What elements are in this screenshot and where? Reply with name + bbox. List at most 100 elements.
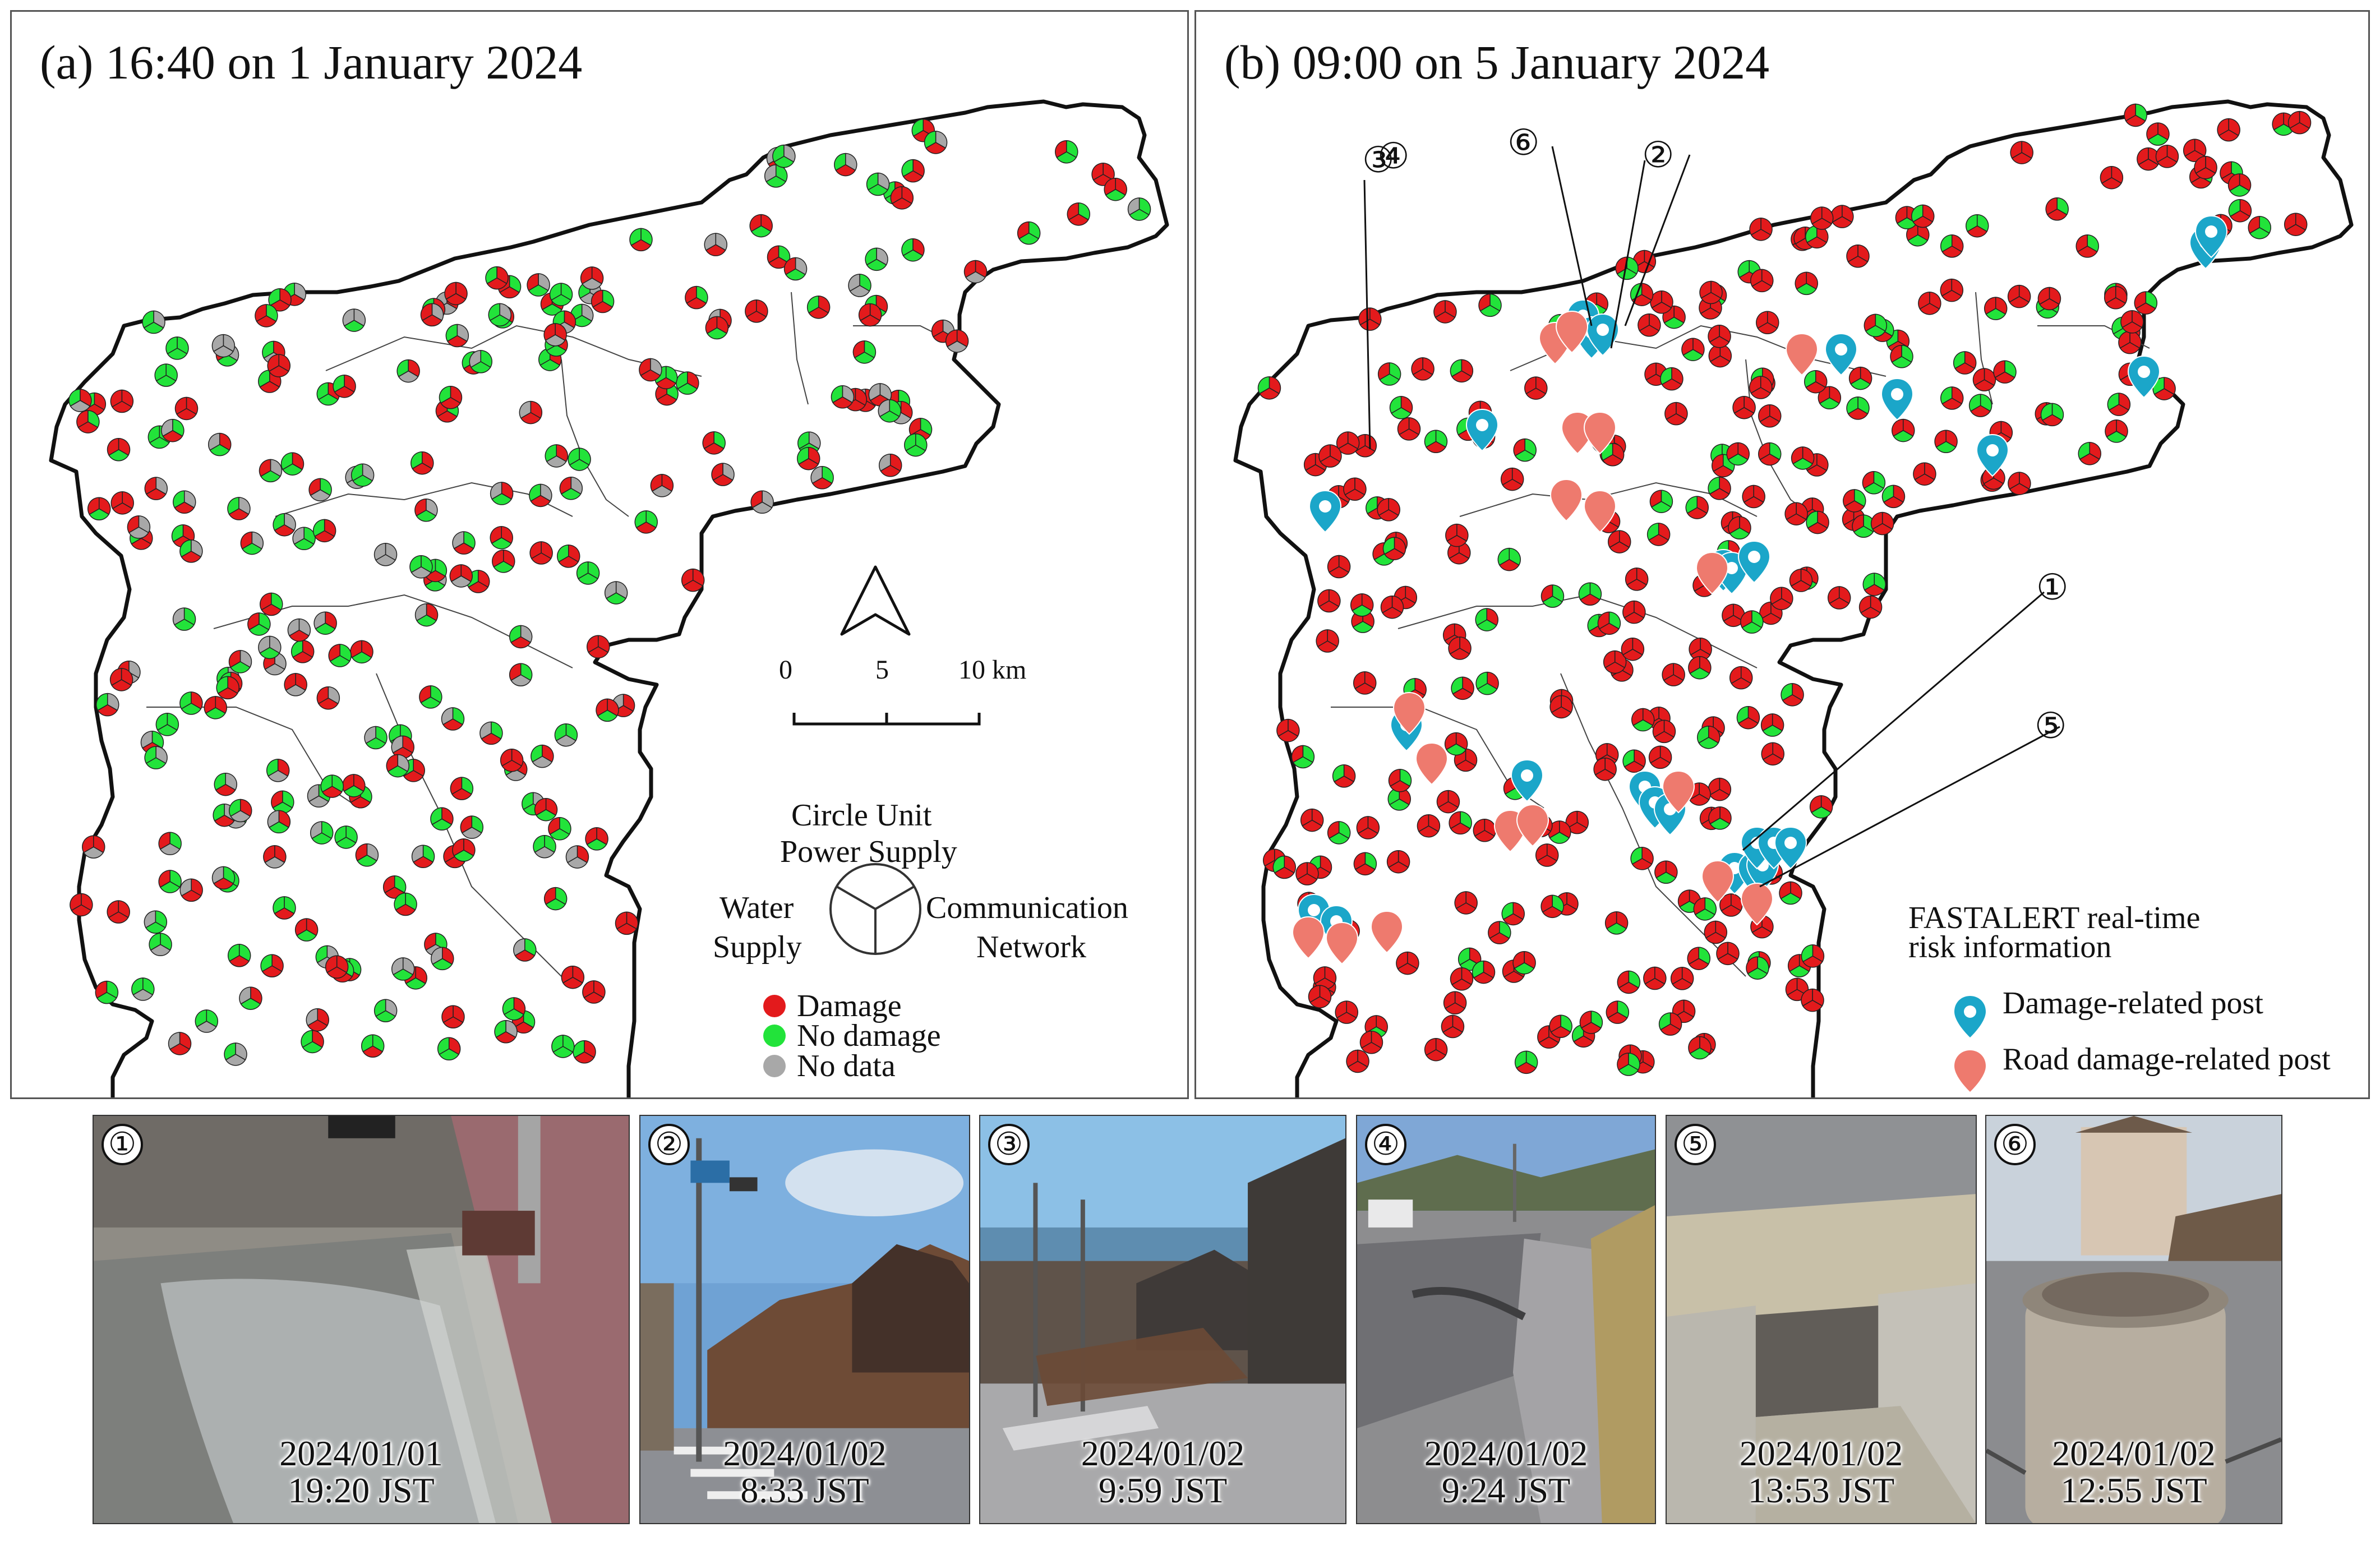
marker-sector [258, 635, 270, 654]
circle-unit-marker [1351, 610, 1375, 633]
marker-sector [1604, 911, 1617, 929]
circle-unit-marker [273, 896, 296, 920]
circle-unit-marker [604, 581, 628, 605]
photo-5-number: ⑤ [1675, 1124, 1716, 1165]
marker-sector [1329, 566, 1349, 579]
circle-unit-left-label-2: Supply [713, 930, 802, 965]
marker-sector [261, 965, 283, 978]
marker-sector [174, 396, 187, 415]
circle-unit-marker [570, 303, 594, 327]
road-damage-post-pin [1516, 804, 1549, 847]
circle-unit-marker [452, 838, 476, 862]
marker-sector [1709, 488, 1730, 500]
marker-sector [1726, 442, 1738, 460]
marker-sector [2010, 141, 2022, 159]
marker-sector [2155, 145, 2168, 163]
circle-unit-marker [1646, 523, 1671, 546]
marker-sector [437, 1037, 450, 1055]
marker-sector [2153, 388, 2175, 400]
circle-unit-marker [1761, 742, 1784, 766]
circle-unit-marker [509, 663, 533, 687]
marker-sector [149, 933, 161, 951]
marker-sector [2220, 161, 2232, 179]
circle-unit-marker [834, 153, 857, 177]
marker-sector [530, 495, 551, 507]
circle-unit-marker [1549, 695, 1573, 719]
circle-unit-marker [444, 282, 468, 306]
photo-2-time: 8:33 JST [740, 1470, 869, 1510]
marker-sector [1334, 776, 1354, 788]
photo-5-time: 13:53 JST [1747, 1470, 1895, 1510]
circle-unit-marker [1708, 806, 1732, 830]
circle-unit-marker [228, 799, 252, 823]
circle-unit-marker [1445, 523, 1469, 547]
photo-1: ① 2024/01/01 19:20 JST [93, 1115, 630, 1524]
marker-sector [1514, 449, 1535, 462]
marker-sector [1377, 498, 1389, 516]
marker-sector [375, 554, 396, 566]
circle-unit-marker [1343, 477, 1367, 501]
marker-sector [858, 303, 871, 321]
marker-sector [891, 197, 912, 210]
marker-sector [1689, 637, 1701, 656]
circle-unit-marker [852, 340, 877, 364]
scale-tick-5: 5 [875, 655, 889, 685]
marker-sector [1396, 951, 1408, 970]
circle-unit-marker [1890, 345, 1913, 368]
marker-sector [534, 846, 555, 859]
circle-unit-marker [2118, 330, 2142, 354]
circle-unit-marker [1473, 819, 1497, 842]
marker-sector [1787, 954, 1800, 972]
circle-unit-marker [1742, 485, 1765, 509]
marker-sector [217, 354, 238, 367]
circle-unit-marker [557, 545, 580, 568]
circle-unit-marker [1870, 511, 1894, 536]
photo-5-date: 2024/01/02 [1739, 1433, 1903, 1474]
marker-sector [97, 704, 118, 717]
marker-sector [1332, 764, 1345, 782]
circle-unit-top-label: Power Supply [780, 834, 957, 869]
marker-sector [1631, 294, 1652, 306]
circle-unit-marker [531, 744, 554, 768]
road-damage-post-pin [1740, 882, 1774, 926]
marker-sector [1578, 582, 1591, 601]
circle-unit-left-label-1: Water [719, 891, 794, 925]
circle-unit-marker [1862, 573, 1887, 596]
marker-sector [405, 977, 426, 990]
marker-sector [1843, 489, 1855, 507]
circle-unit-marker [328, 644, 352, 667]
circle-unit-marker [1346, 1049, 1369, 1073]
circle-unit-marker [267, 354, 291, 377]
marker-sector [441, 707, 454, 726]
road-damage-post-pin [1392, 691, 1426, 735]
marker-sector [263, 845, 275, 863]
marker-sector [470, 361, 491, 373]
marker-sector [1770, 587, 1782, 605]
circle-unit-marker [439, 386, 463, 409]
circle-unit-marker [634, 510, 658, 534]
circle-unit-marker [2217, 118, 2240, 142]
circle-unit-marker [1972, 368, 1996, 391]
marker-sector [1762, 753, 1783, 766]
marker-sector [902, 249, 924, 262]
marker-sector [2147, 133, 2169, 146]
marker-sector [1696, 726, 1709, 744]
circle-unit-marker [1475, 608, 1498, 631]
marker-sector [630, 239, 652, 252]
circle-unit-marker [554, 723, 578, 747]
marker-sector [437, 410, 458, 423]
marker-sector [311, 832, 333, 845]
photo-5-timestamp: 2024/01/02 13:53 JST [1667, 1435, 1976, 1508]
marker-sector [445, 324, 458, 342]
marker-sector [273, 896, 285, 915]
marker-sector [382, 875, 395, 893]
marker-sector [1658, 1012, 1671, 1031]
marker-sector [911, 118, 924, 137]
circle-unit-marker [411, 845, 435, 869]
marker-sector [2105, 419, 2117, 437]
circle-unit-marker [179, 539, 203, 563]
photo-6: ⑥ 2024/01/02 12:55 JST [1985, 1115, 2282, 1524]
marker-sector [213, 877, 234, 890]
circle-unit-marker [783, 257, 808, 281]
marker-sector [1389, 396, 1402, 414]
